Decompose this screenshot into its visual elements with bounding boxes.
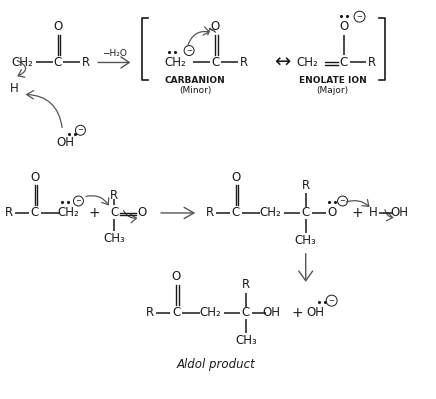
Text: O: O <box>30 171 39 184</box>
Text: CH₃: CH₃ <box>295 234 317 247</box>
Text: R: R <box>146 306 154 319</box>
Text: CH₂: CH₂ <box>297 56 319 69</box>
Text: R: R <box>242 278 250 291</box>
Text: CARBANION: CARBANION <box>165 76 225 85</box>
Text: CH₂: CH₂ <box>12 56 34 69</box>
Text: C: C <box>242 306 250 319</box>
Text: CH₂: CH₂ <box>199 306 221 319</box>
Text: O: O <box>53 20 62 33</box>
Text: CH₃: CH₃ <box>103 232 125 245</box>
Text: R: R <box>82 56 91 69</box>
Text: (Minor): (Minor) <box>179 86 211 95</box>
FancyArrowPatch shape <box>27 91 62 128</box>
FancyArrowPatch shape <box>17 61 26 77</box>
Text: R: R <box>206 206 214 219</box>
Text: −: − <box>78 127 83 133</box>
Text: C: C <box>232 206 240 219</box>
FancyArrowPatch shape <box>86 196 109 205</box>
Text: R: R <box>368 56 375 69</box>
Text: O: O <box>327 206 336 219</box>
Text: O: O <box>339 20 348 33</box>
Text: Aldol product: Aldol product <box>177 358 255 371</box>
Text: ENOLATE ION: ENOLATE ION <box>299 76 367 85</box>
Text: ↔: ↔ <box>274 53 290 72</box>
Text: O: O <box>211 20 220 33</box>
Text: C: C <box>53 56 61 69</box>
FancyArrowPatch shape <box>346 200 369 206</box>
Text: O: O <box>138 206 147 219</box>
Text: H: H <box>369 206 378 219</box>
Text: C: C <box>172 306 180 319</box>
Text: −: − <box>357 14 362 20</box>
Text: −: − <box>340 198 346 204</box>
Text: C: C <box>340 56 348 69</box>
Text: OH: OH <box>57 136 75 149</box>
FancyArrowPatch shape <box>385 210 393 221</box>
Text: OH: OH <box>263 306 281 319</box>
Text: OH: OH <box>307 306 325 319</box>
Text: CH₂: CH₂ <box>259 206 281 219</box>
Text: −: − <box>186 47 192 53</box>
Text: O: O <box>232 171 241 184</box>
Text: −: − <box>75 198 82 204</box>
Text: C: C <box>302 206 310 219</box>
Text: CH₂: CH₂ <box>164 56 186 69</box>
Text: R: R <box>5 206 13 219</box>
FancyArrowPatch shape <box>123 211 136 223</box>
FancyArrowPatch shape <box>188 27 209 46</box>
Text: CH₂: CH₂ <box>58 206 79 219</box>
Text: H: H <box>10 82 19 95</box>
Text: R: R <box>110 188 119 201</box>
Text: R: R <box>302 178 310 192</box>
Text: (Major): (Major) <box>317 86 349 95</box>
Text: O: O <box>171 270 181 283</box>
Text: +: + <box>292 306 303 320</box>
Text: −H₂O: −H₂O <box>102 49 127 58</box>
Text: C: C <box>211 56 219 69</box>
Text: CH₃: CH₃ <box>235 334 257 347</box>
Text: C: C <box>110 206 119 219</box>
FancyArrowPatch shape <box>208 28 216 35</box>
Text: OH: OH <box>390 206 409 219</box>
Text: R: R <box>240 56 248 69</box>
Text: +: + <box>352 206 363 220</box>
Text: C: C <box>31 206 39 219</box>
Text: +: + <box>89 206 100 220</box>
Text: −: − <box>329 298 334 304</box>
